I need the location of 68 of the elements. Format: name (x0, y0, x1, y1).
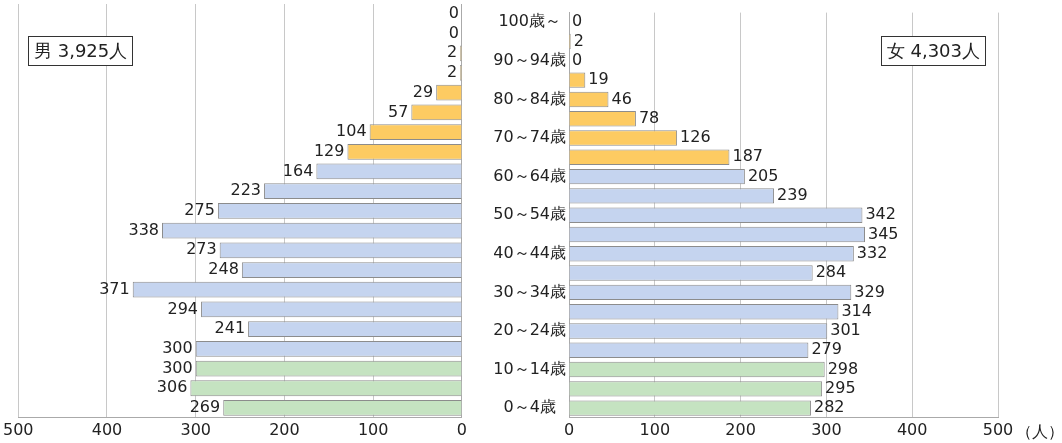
data-label: 104 (336, 121, 367, 141)
data-label: 301 (830, 320, 861, 340)
y-tick-label: 20～24歳 (493, 320, 566, 340)
data-label: 2 (446, 42, 458, 62)
data-label: 0 (448, 3, 459, 23)
x-tick-label: 100 (639, 419, 671, 439)
data-label: 298 (827, 358, 859, 378)
data-label: 2 (573, 30, 584, 50)
data-label: 338 (128, 219, 160, 239)
data-label: 342 (865, 204, 896, 224)
x-tick-label: 500 (3, 419, 34, 439)
x-tick-label: 500 (982, 419, 1014, 439)
x-tick-label: 300 (180, 419, 211, 439)
x-tick-label: 400 (896, 419, 928, 439)
data-label: 129 (313, 140, 345, 160)
x-tick-label: 0 (456, 419, 467, 439)
data-label: 29 (412, 81, 434, 101)
x-tick-label: 200 (269, 419, 300, 439)
data-label: 205 (747, 165, 779, 185)
data-label: 46 (611, 88, 632, 108)
data-label: 241 (214, 318, 246, 338)
data-label: 295 (825, 378, 856, 398)
data-label: 78 (638, 107, 660, 127)
text: 女 4,303人 (880, 36, 986, 66)
data-label: 0 (448, 22, 459, 42)
x-tick-label: 300 (811, 419, 842, 439)
y-tick-label: 70～74歳 (493, 127, 566, 147)
x-tick-label: 400 (91, 419, 123, 439)
data-label: 2 (446, 62, 458, 82)
data-label: 273 (186, 239, 217, 259)
y-tick-label: 10～14歳 (493, 358, 566, 378)
data-label: 57 (387, 101, 409, 121)
data-label: 0 (572, 49, 583, 69)
y-tick-label: 0～4歳 (503, 397, 556, 417)
data-label: 279 (811, 339, 842, 359)
y-tick-label: 50～54歳 (493, 204, 566, 224)
y-tick-label: 100歳～ (498, 11, 561, 31)
x-tick-label: 0 (563, 419, 575, 439)
data-label: 126 (680, 127, 711, 147)
data-label: 345 (868, 223, 899, 243)
x-tick-label: 200 (725, 419, 756, 439)
data-label: 314 (841, 300, 872, 320)
y-tick-label: 60～64歳 (493, 165, 566, 185)
y-tick-label: 40～44歳 (493, 242, 566, 262)
data-label: 329 (854, 281, 885, 301)
data-label: 269 (189, 397, 221, 417)
x-tick-label: 100 (357, 419, 389, 439)
data-label: 371 (99, 278, 130, 298)
x-axis-title: （人） (1016, 421, 1062, 441)
text: 男 3,925人 (28, 36, 134, 66)
data-label: 187 (732, 146, 763, 166)
data-label: 19 (588, 69, 609, 89)
data-label: 223 (230, 180, 262, 200)
data-label: 284 (815, 262, 847, 282)
data-label: 239 (777, 185, 808, 205)
data-label: 282 (813, 397, 845, 417)
data-label: 306 (156, 377, 188, 397)
y-tick-label: 90～94歳 (493, 49, 566, 69)
data-label: 300 (162, 337, 193, 357)
data-label: 275 (184, 200, 215, 220)
y-tick-label: 80～84歳 (493, 88, 566, 108)
data-label: 164 (282, 160, 314, 180)
y-tick-label: 30～34歳 (493, 281, 566, 301)
data-label: 300 (162, 357, 193, 377)
data-label: 332 (856, 242, 888, 262)
data-label: 248 (208, 259, 239, 279)
data-label: 294 (167, 298, 199, 318)
data-label: 0 (572, 11, 583, 31)
